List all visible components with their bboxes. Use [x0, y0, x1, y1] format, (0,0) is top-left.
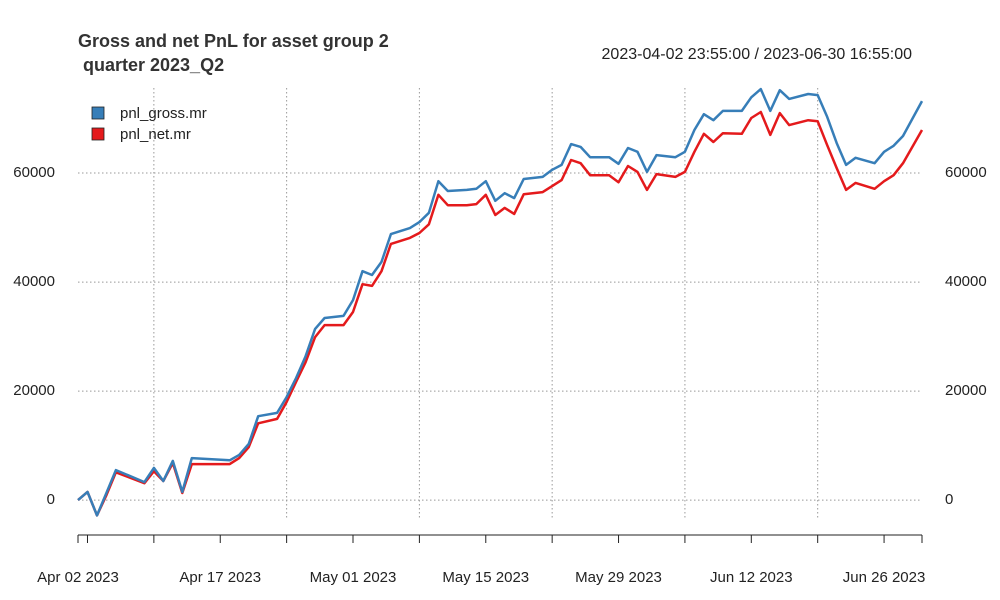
chart-title: quarter 2023_Q2 [78, 55, 224, 75]
x-tick-label: Jun 26 2023 [843, 569, 926, 586]
y-tick-label: 60000 [13, 164, 55, 181]
y-tick-label: 40000 [13, 273, 55, 290]
x-tick-label: Jun 12 2023 [710, 569, 793, 586]
chart-subtitle: 2023-04-02 23:55:00 / 2023-06-30 16:55:0… [602, 46, 913, 63]
y2-tick-label: 20000 [945, 382, 987, 399]
legend-swatch [91, 106, 105, 120]
x-tick-label: Apr 02 2023 [37, 569, 119, 586]
x-tick-label: May 01 2023 [310, 569, 397, 586]
y2-tick-label: 40000 [945, 273, 987, 290]
y-tick-label: 0 [47, 491, 55, 508]
legend-label: pnl_gross.mr [120, 105, 207, 122]
y-tick-label: 20000 [13, 382, 55, 399]
series-line [77, 87, 924, 517]
y2-tick-label: 0 [945, 491, 953, 508]
legend-swatch [91, 127, 105, 141]
legend-label: pnl_net.mr [120, 126, 191, 143]
x-tick-label: Apr 17 2023 [179, 569, 261, 586]
x-tick-label: May 15 2023 [442, 569, 529, 586]
chart-title: Gross and net PnL for asset group 2 [78, 31, 389, 51]
series-line [77, 110, 924, 517]
y2-tick-label: 60000 [945, 164, 987, 181]
x-tick-label: May 29 2023 [575, 569, 662, 586]
